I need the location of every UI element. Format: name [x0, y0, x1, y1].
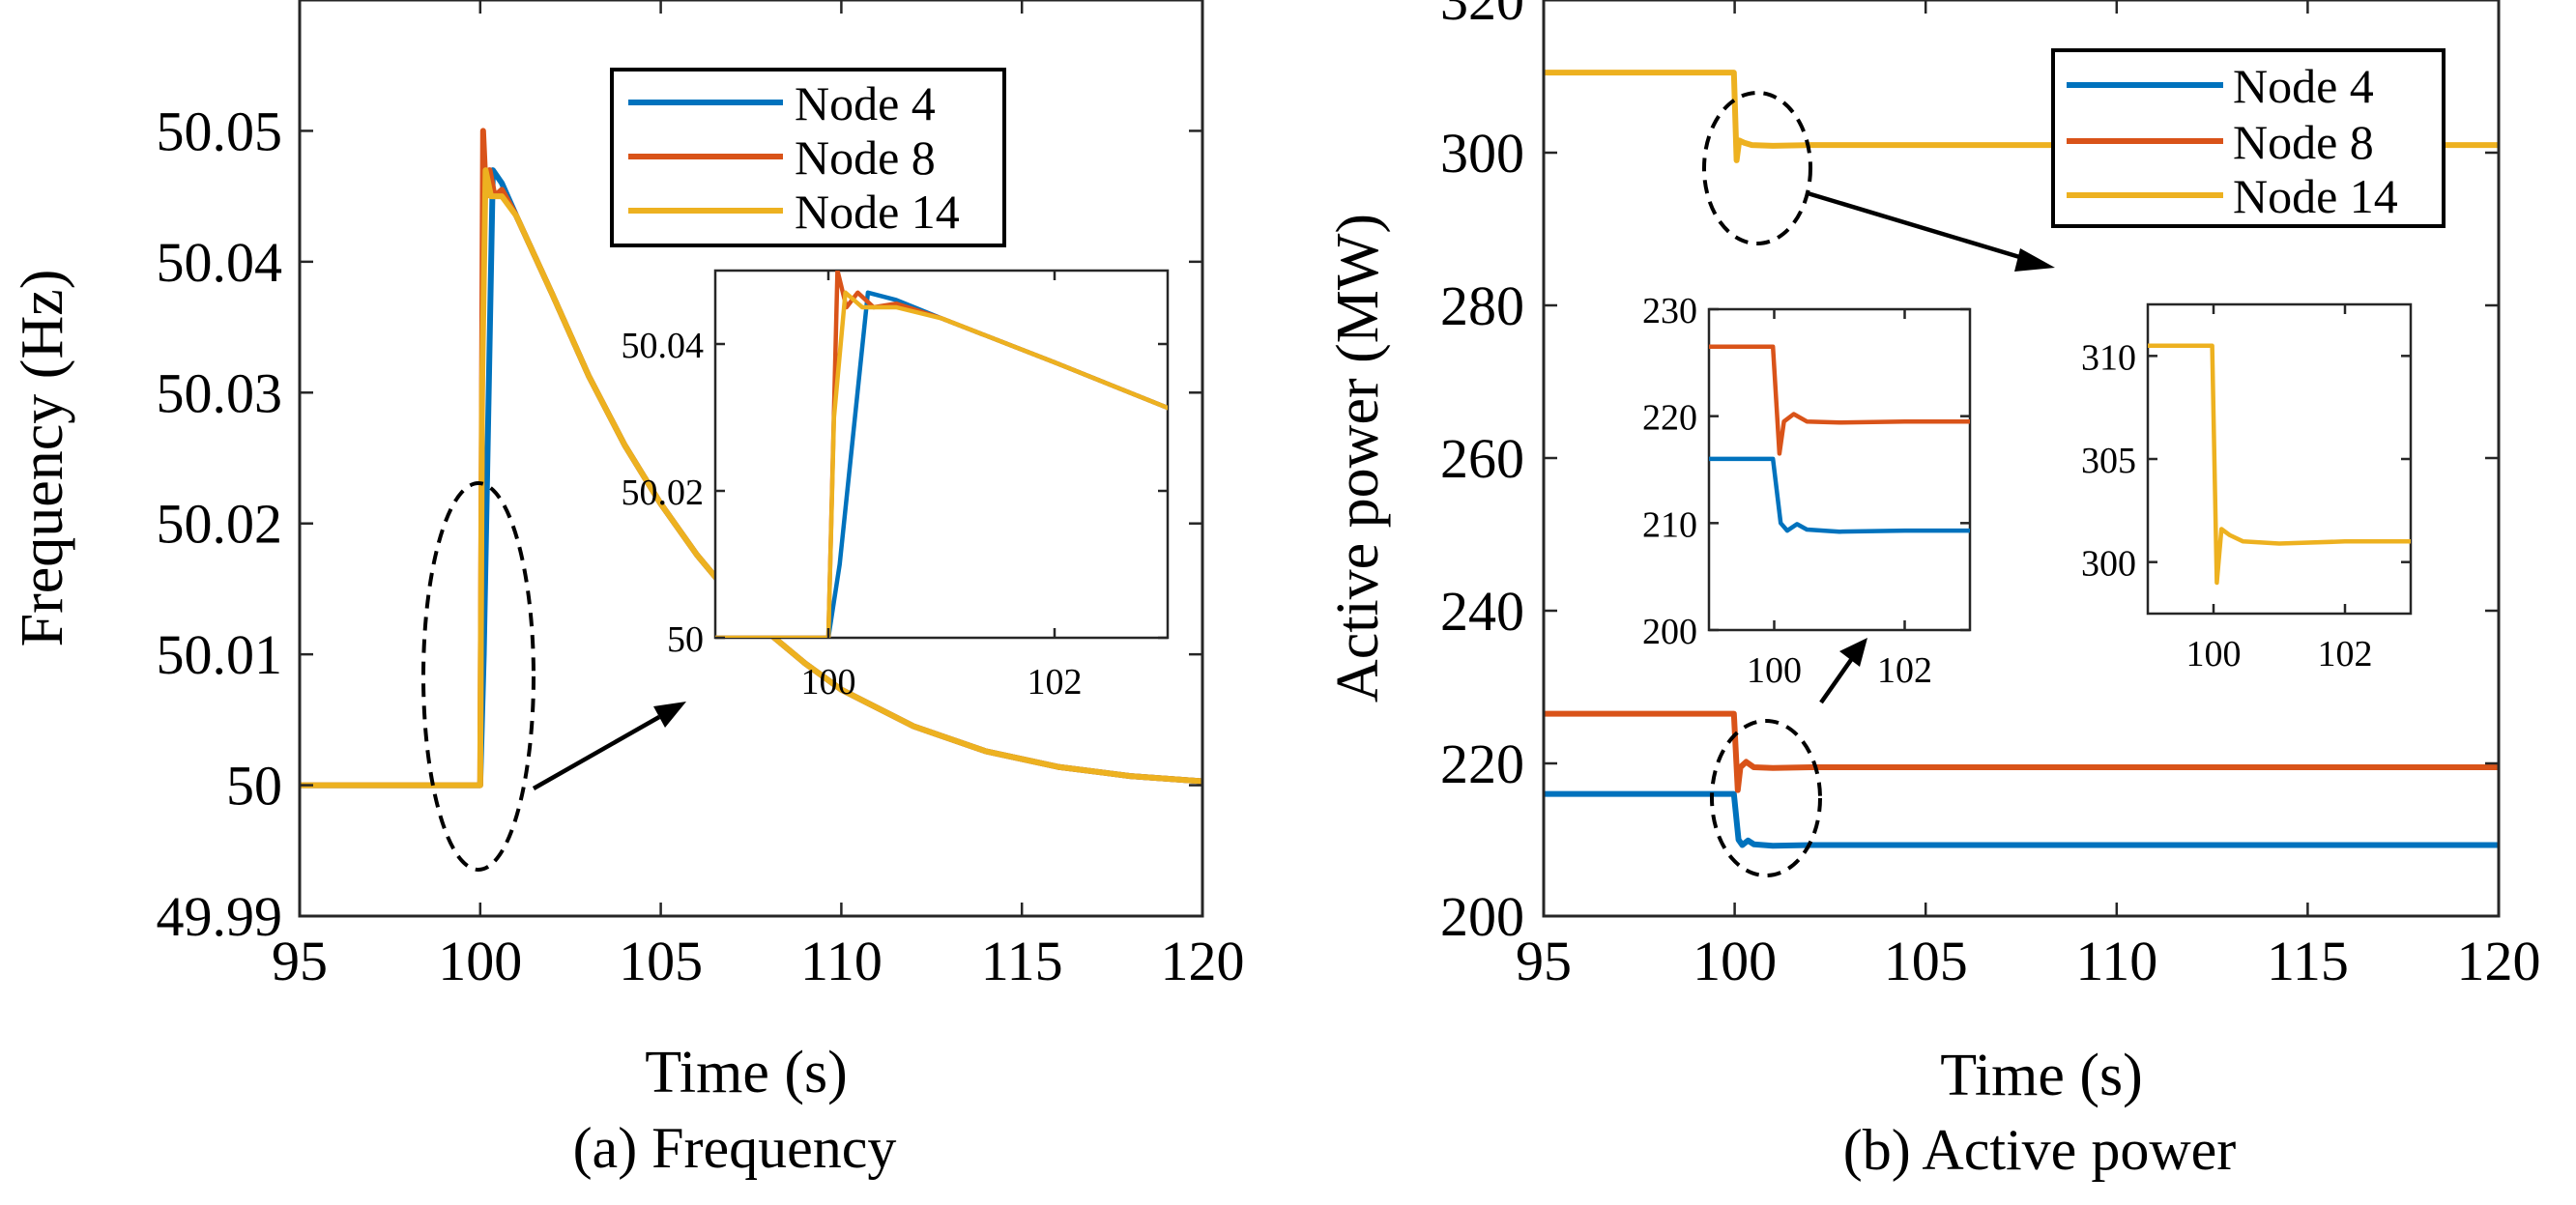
power-inset-left-frame: [1707, 307, 1972, 632]
power-inset-1-ytick-label: 305: [2081, 441, 2136, 481]
freq-xtick-label: 115: [981, 930, 1063, 992]
power-xlabel: Time (s): [1940, 1043, 2143, 1108]
power-inset-0-xtick-label: 102: [1877, 650, 1932, 691]
freq-legend-label-node14: Node 14: [795, 185, 960, 239]
freq-inset-series-node14: [715, 290, 1168, 638]
power-zoom-ellipse-bottom: [1710, 719, 1822, 877]
freq-ytick-label: 50.02: [157, 493, 283, 556]
power-inset-left-lines: [1709, 344, 1970, 534]
freq-axes-frame: [298, 0, 1204, 918]
power-inset-right: 100 102 300 305 310: [2081, 302, 2413, 674]
power-ytick-label: 260: [1440, 427, 1524, 490]
power-xtick-label: 105: [1884, 930, 1968, 992]
power-legend-label-node4: Node 4: [2233, 59, 2374, 113]
power-inset-right-lines: [2148, 343, 2411, 586]
power-inset-0-ytick-label: 220: [1642, 398, 1697, 439]
panel-active-power: 95 100 105 110 115 120 200 220 240 260 280 300 320 A…: [1325, 0, 2541, 1182]
power-ytick-label: 240: [1440, 580, 1524, 643]
power-inset-1-ytick-label: 300: [2081, 544, 2136, 585]
power-caption: (b) Active power: [1843, 1118, 2237, 1182]
power-inset-0-series-node8: [1709, 344, 1970, 456]
power-inset-left: 100 102 200 210 220 230: [1642, 291, 1972, 691]
power-zoom-arrowhead-bottom: [1839, 638, 1867, 667]
freq-ytick-label: 49.99: [157, 885, 283, 948]
power-xtick-label: 120: [2457, 930, 2541, 992]
panel-frequency: 95 100 105 110 115 120 49.99 50 50.01 50.02 50.03 5…: [10, 0, 1245, 1180]
freq-zoom-ellipse: [421, 481, 535, 872]
power-inset-right-ticks: 100 102 300 305 310: [2081, 304, 2411, 674]
freq-legend-label-node4: Node 4: [795, 76, 936, 130]
freq-inset-ticks: 100 102 50 50.02 50.04: [622, 271, 1168, 703]
freq-ylabel: Frequency (Hz): [10, 270, 75, 647]
power-inset-1-series-node14: [2148, 343, 2411, 586]
power-inset-1-xtick-label: 100: [2186, 634, 2242, 674]
power-legend: Node 4 Node 8 Node 14: [2051, 48, 2446, 228]
power-inset-0-ytick-label: 230: [1642, 291, 1697, 331]
freq-xlabel: Time (s): [645, 1040, 848, 1105]
freq-inset-ytick-label: 50: [667, 619, 704, 660]
freq-ytick-label: 50.05: [157, 100, 283, 162]
freq-xtick-label: 100: [438, 930, 522, 992]
power-xtick-label: 115: [2267, 930, 2349, 992]
freq-xtick-label: 105: [619, 930, 703, 992]
power-zoom-ellipse-top: [1702, 91, 1812, 245]
power-inset-0-xtick-label: 100: [1747, 650, 1802, 691]
power-inset-1-xtick-label: 102: [2318, 634, 2373, 674]
freq-inset-lines: [715, 271, 1168, 638]
power-series-node4: [1544, 790, 2499, 849]
freq-legend-label-node8: Node 8: [795, 130, 936, 185]
freq-ticks: 95 100 105 110 115 120 49.99 50 50.01 50.02 50.03 5…: [157, 0, 1245, 992]
power-ytick-label: 220: [1440, 732, 1524, 795]
power-legend-label-node14: Node 14: [2233, 169, 2398, 223]
power-ticks: 95 100 105 110 115 120 200 220 240 260 280 300 320: [1440, 0, 2541, 992]
power-inset-left-ticks: 100 102 200 210 220 230: [1642, 291, 1970, 691]
freq-ytick-label: 50.03: [157, 361, 283, 424]
freq-inset-xtick-label: 100: [801, 662, 856, 703]
freq-inset-series-node4: [715, 290, 1168, 638]
freq-plot-lines: [300, 128, 1202, 789]
power-zoom-arrowhead-top: [2014, 248, 2055, 272]
power-xtick-label: 95: [1516, 930, 1572, 992]
power-inset-right-frame: [2146, 302, 2413, 616]
freq-ytick-label: 50: [226, 755, 282, 818]
power-ytick-label: 300: [1440, 122, 1524, 185]
freq-xtick-label: 110: [800, 930, 883, 992]
freq-inset-xtick-label: 102: [1028, 662, 1083, 703]
power-legend-label-node8: Node 8: [2233, 115, 2374, 169]
freq-xtick-label: 120: [1161, 930, 1245, 992]
freq-zoom-arrowhead: [653, 702, 686, 728]
freq-inset-ytick-label: 50.04: [622, 326, 705, 366]
power-ylabel: Active power (MW): [1325, 214, 1391, 703]
freq-ytick-label: 50.01: [157, 623, 283, 686]
freq-inset-ytick-label: 50.02: [622, 473, 705, 513]
power-zoom-arrow-bottom: [1819, 655, 1855, 704]
power-ytick-label: 200: [1440, 885, 1524, 948]
freq-series-node14: [300, 167, 1202, 789]
power-ytick-label: 280: [1440, 274, 1524, 337]
power-inset-0-series-node4: [1709, 456, 1970, 534]
freq-caption: (a) Frequency: [573, 1116, 897, 1180]
freq-legend: Node 4 Node 8 Node 14: [610, 68, 1006, 247]
power-xtick-label: 100: [1693, 930, 1777, 992]
power-inset-1-ytick-label: 310: [2081, 337, 2136, 378]
freq-zoom-arrow: [532, 715, 661, 790]
freq-inset-frame: [713, 269, 1170, 640]
power-inset-0-ytick-label: 210: [1642, 504, 1697, 545]
power-zoom-arrow-top: [1807, 190, 2027, 262]
power-ytick-label: 320: [1440, 0, 1524, 32]
power-xtick-label: 110: [2075, 930, 2157, 992]
power-series-node8: [1544, 710, 2499, 793]
freq-inset: 100 102 50 50.02 50.04: [622, 269, 1170, 703]
freq-ytick-label: 50.04: [157, 231, 283, 294]
power-inset-0-ytick-label: 200: [1642, 612, 1697, 652]
freq-xtick-label: 95: [272, 930, 328, 992]
